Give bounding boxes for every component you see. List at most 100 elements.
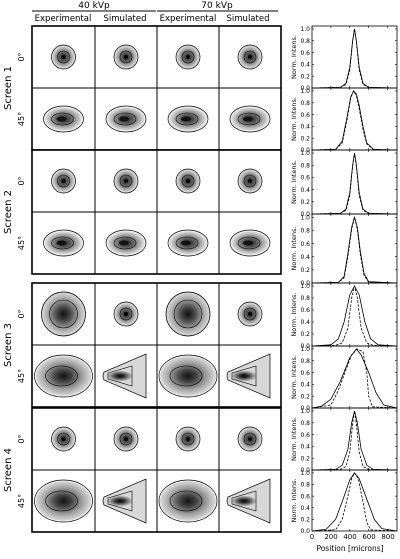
y-axis-title: Norm. Intens. xyxy=(290,478,298,522)
x-axis-labels: 0 200 400 600 800 Position [microns] xyxy=(310,533,395,553)
plot-frame xyxy=(311,213,398,284)
intensity-blob xyxy=(230,495,258,507)
contour-core xyxy=(61,179,66,183)
angle-label: 45° xyxy=(17,494,26,508)
contour-outer xyxy=(51,44,76,70)
y-axis-title: Norm. Intens. xyxy=(290,292,298,336)
y-tick-label: 0.2 xyxy=(300,135,310,142)
contour-inner xyxy=(45,490,78,512)
y-axis-title: Norm. Intens. xyxy=(290,97,298,141)
y-axis-title: Norm. Intens. xyxy=(290,160,298,204)
contour-outer xyxy=(237,168,263,194)
intensity-blob xyxy=(106,495,134,507)
x-tick-label-200: 200 xyxy=(324,533,337,541)
image-panel xyxy=(219,150,281,212)
y-tick-label: 0.4 xyxy=(300,62,310,69)
contour-inner xyxy=(181,174,195,188)
y-tick-label: 0.8 xyxy=(300,38,310,45)
image-panel xyxy=(32,345,95,407)
contour-inner xyxy=(243,432,257,446)
contour-outer xyxy=(229,105,271,133)
screen-label: Screen 2 xyxy=(3,190,14,234)
y-tick-label: 0.0 xyxy=(300,280,310,287)
contour-inner xyxy=(231,490,257,512)
col-label-experimental-40: Experimental xyxy=(35,14,92,24)
intensity-blob xyxy=(35,481,92,521)
contour-inner xyxy=(57,50,70,64)
screen-label: Screen 1 xyxy=(3,66,14,110)
contour-core xyxy=(56,116,67,122)
contour-core xyxy=(248,312,252,316)
contour-inner xyxy=(51,112,74,126)
contour-core xyxy=(124,55,128,59)
contour-mid xyxy=(173,299,203,329)
series-line-dashed xyxy=(311,90,398,151)
y-tick-label: 0.0 xyxy=(300,405,310,412)
intensity-blob xyxy=(106,370,134,382)
image-panel xyxy=(219,283,281,345)
y-tick-label: 1.0 xyxy=(300,408,310,415)
contour-inner xyxy=(57,432,70,446)
y-axis-title: Norm. Intens. xyxy=(290,355,298,399)
series-line-solid xyxy=(311,472,398,532)
series-line-dashed xyxy=(311,472,398,532)
contour-mid xyxy=(49,299,78,329)
contour-outer xyxy=(158,479,218,523)
contour-inner xyxy=(237,236,261,250)
contour-outer xyxy=(51,168,76,194)
y-tick-label: 0.0 xyxy=(300,211,310,218)
image-panel xyxy=(95,345,157,407)
contour-core xyxy=(186,437,190,441)
screen-block: Screen 40° 45° xyxy=(3,407,282,533)
image-panel xyxy=(157,150,219,212)
contour-inner xyxy=(45,365,78,387)
y-tick-label: 0.6 xyxy=(300,370,310,377)
kvp-label-70: 70 kVp xyxy=(201,1,233,11)
y-tick-label: 0.2 xyxy=(300,199,310,206)
y-axis-title: Norm. Intens. xyxy=(290,226,298,270)
x-tick-label-600: 600 xyxy=(362,533,375,541)
image-panel xyxy=(32,283,95,345)
contour-outer xyxy=(113,426,139,452)
column-header: 40 kVp 70 kVp Experimental Simulated Exp… xyxy=(32,1,278,24)
contour-inner xyxy=(243,307,257,321)
y-tick-label: 0.6 xyxy=(300,112,310,119)
contour-outer xyxy=(113,301,139,327)
image-panel xyxy=(32,26,95,88)
y-tick-label: 0.4 xyxy=(300,187,310,194)
contour-core xyxy=(119,116,129,122)
contour-inner xyxy=(57,174,70,188)
image-panel xyxy=(95,470,157,532)
contour-core xyxy=(61,437,66,441)
contour-outer xyxy=(237,44,263,70)
contour-core xyxy=(186,179,190,183)
series-line-solid xyxy=(311,348,398,409)
contour-outer xyxy=(237,301,263,327)
image-panel xyxy=(95,408,157,470)
contour-core xyxy=(243,116,253,122)
contour-inner xyxy=(169,490,203,512)
angle-label: 0° xyxy=(17,176,26,185)
image-panel xyxy=(157,408,219,470)
image-panel xyxy=(219,345,281,407)
image-panel xyxy=(95,150,157,212)
col-label-simulated-40: Simulated xyxy=(104,14,147,24)
contour-outer xyxy=(105,229,147,257)
contour-core xyxy=(181,116,191,122)
y-tick-label: 0.2 xyxy=(300,393,310,400)
contour-core xyxy=(248,55,252,59)
contour-core xyxy=(248,179,252,183)
plot-frame xyxy=(311,469,398,532)
contour-inner xyxy=(237,112,261,126)
y-tick-label: 0.8 xyxy=(300,295,310,302)
y-tick-label: 0.6 xyxy=(300,50,310,57)
y-tick-label: 0.6 xyxy=(300,241,310,248)
y-tick-label: 1.0 xyxy=(300,214,310,221)
screen-block: Screen 30° 45° xyxy=(3,282,282,408)
contour-outer xyxy=(167,229,209,257)
contour-inner xyxy=(113,236,137,250)
image-panel xyxy=(32,408,95,470)
image-panel xyxy=(95,283,157,345)
